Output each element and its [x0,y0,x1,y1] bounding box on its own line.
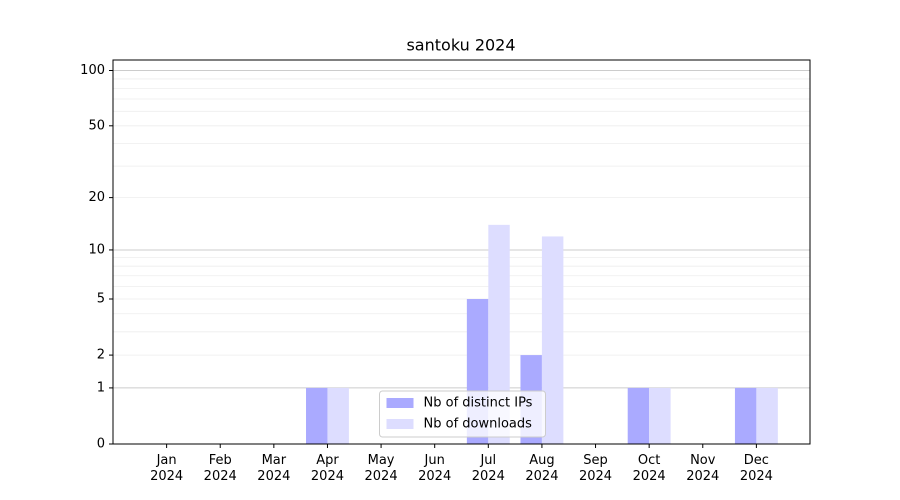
y-tick-label: 50 [88,118,105,133]
y-tick-label: 5 [97,291,105,306]
legend-label: Nb of downloads [424,417,533,432]
bar [756,387,778,444]
legend-box [379,390,546,438]
bar [488,224,510,444]
x-tick-label: Jul 2024 [471,453,505,484]
legend-swatch [386,398,414,408]
x-tick-label: Aug 2024 [525,453,559,484]
legend-swatch [386,419,414,429]
y-tick-label: 1 [97,380,105,395]
x-tick-label: Jun 2024 [418,453,452,484]
y-tick-label: 0 [97,437,105,452]
x-tick-label: Sep 2024 [578,453,613,484]
x-tick-label: Nov 2024 [686,453,720,484]
plot-frame [112,59,811,445]
bar [649,387,671,444]
bar [306,387,328,444]
legend-label: Nb of distinct IPs [424,396,533,411]
bar [734,387,757,444]
chart-title: santoku 2024 [406,36,515,55]
x-tick-label: May 2024 [364,453,398,484]
y-tick-label: 2 [97,348,105,363]
y-tick-label: 20 [88,190,105,205]
x-tick-label: Apr 2024 [310,453,344,484]
y-tick-label: 10 [88,242,105,257]
x-tick-label: Feb 2024 [203,453,237,484]
y-tick-label: 100 [80,63,105,78]
x-tick-label: Jan 2024 [150,453,184,484]
x-tick-label: Mar 2024 [257,453,291,484]
bar [327,387,349,444]
bar [627,387,650,444]
x-tick-label: Dec 2024 [739,453,773,484]
bar [541,236,564,444]
x-tick-label: Oct 2024 [632,453,666,484]
